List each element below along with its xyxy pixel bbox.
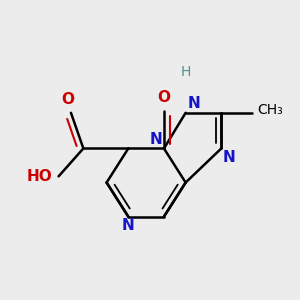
Text: HO: HO (27, 169, 52, 184)
Text: O: O (158, 90, 170, 105)
Text: N: N (187, 96, 200, 111)
Text: O: O (61, 92, 74, 106)
Text: H: H (181, 65, 191, 79)
Text: N: N (122, 218, 135, 233)
Text: CH₃: CH₃ (257, 103, 283, 117)
Text: N: N (150, 132, 162, 147)
Text: N: N (223, 150, 236, 165)
